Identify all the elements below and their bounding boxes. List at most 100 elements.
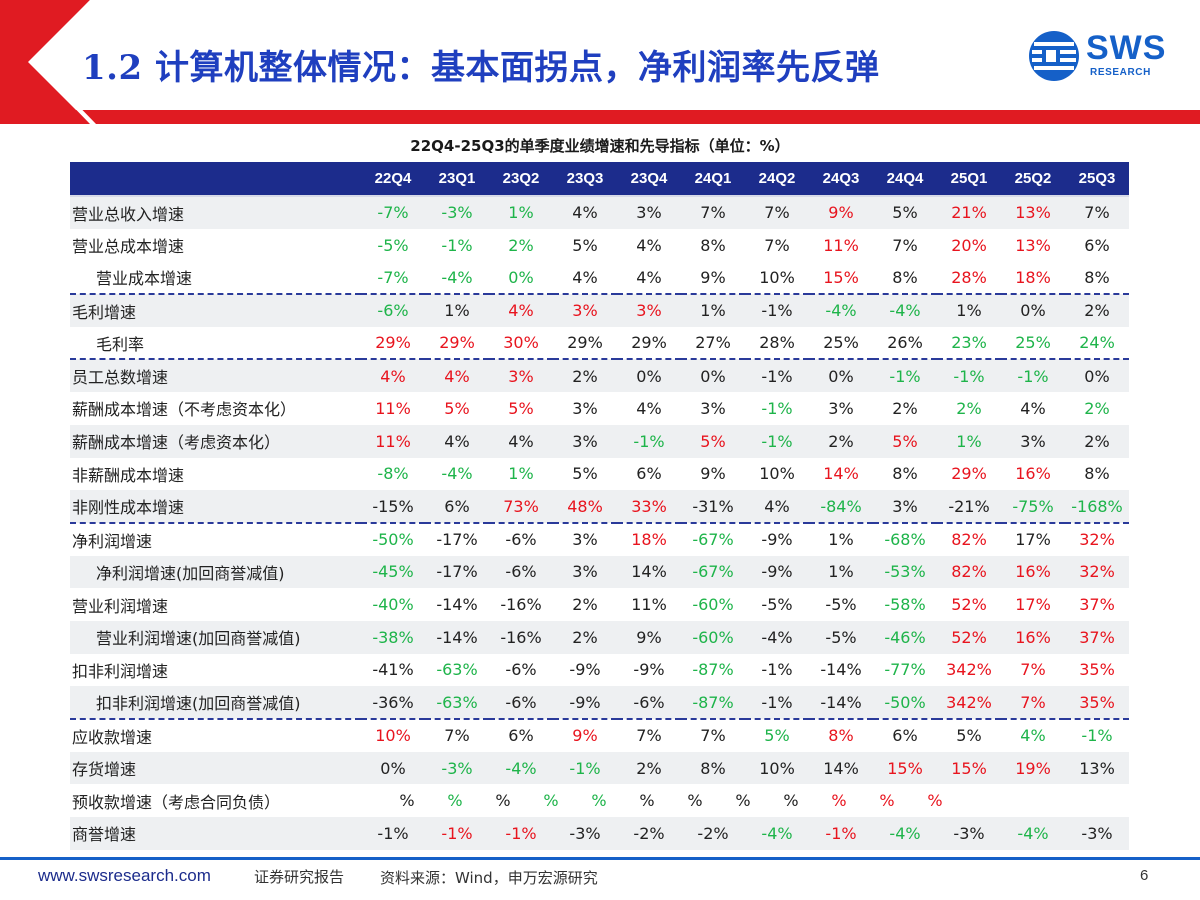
table-cell: -9% — [745, 555, 809, 589]
table-row: 预收款增速（考虑合同负债）%%%%%%%%%%%% — [70, 784, 1129, 817]
footer-report-label: 证券研究报告 — [254, 868, 345, 886]
row-label: 商誉增速 — [70, 817, 361, 850]
table-cell: 52% — [937, 620, 1001, 654]
table-cell: 4% — [1020, 726, 1046, 746]
table-cell: -4% — [873, 294, 937, 327]
table-cell: -16% — [489, 620, 553, 654]
table-cell: 8% — [828, 726, 854, 746]
table-cell: 8% — [892, 464, 918, 484]
table-cell: 2% — [508, 235, 534, 255]
table-cell: 0% — [1001, 294, 1065, 327]
page-number: 6 — [1140, 867, 1149, 884]
table-cell: -5% — [825, 595, 857, 615]
table-cell: -1% — [745, 359, 809, 393]
table-cell: 9% — [681, 261, 745, 296]
table-cell: 33% — [617, 490, 681, 524]
table-cell: 16% — [1001, 555, 1065, 589]
table-cell: 1% — [937, 424, 1001, 458]
table-cell: -67% — [681, 555, 745, 589]
table-cell: 6% — [636, 464, 662, 484]
table-cell: -36% — [361, 686, 425, 720]
table-cell: 20% — [951, 235, 987, 255]
table-cell: 9% — [809, 196, 873, 229]
table-cell: 5% — [873, 424, 937, 458]
table-cell: 35% — [1079, 660, 1115, 680]
table-cell: -5% — [809, 620, 873, 654]
table-cell: 3% — [553, 424, 617, 458]
table-cell: 4% — [636, 235, 662, 255]
table-cell: 5% — [508, 398, 534, 418]
table-cell: 3% — [700, 398, 726, 418]
table-cell: -87% — [692, 660, 734, 680]
table-cell: -4% — [441, 464, 473, 484]
table-cell: 14% — [809, 751, 873, 785]
table-cell: % — [735, 791, 751, 811]
table-cell: 8% — [700, 235, 726, 255]
table-row: 毛利率 29% 29% 30% 29% 29% 27% 28% 25% 26% 23% 25% 24% — [70, 326, 1129, 361]
table-cell: 25% — [809, 326, 873, 361]
table-cell: 29% — [951, 464, 987, 484]
table-cell: -1% — [489, 817, 553, 850]
table-row: 存货增速 0% -3% -4% -1% 2% 8% 10% 14% 15% 15% 19% 13% — [70, 751, 1129, 785]
table-cell: 82% — [951, 530, 987, 550]
table-title: 22Q4-25Q3的单季度业绩增速和先导指标（单位：%） — [410, 137, 790, 155]
table-cell: -7% — [361, 196, 425, 229]
table-cell: % — [543, 791, 559, 811]
table-cell: -1% — [761, 660, 793, 680]
table-cell: 27% — [681, 326, 745, 361]
table-cell: 7% — [700, 726, 726, 746]
table-cell: 18% — [1001, 261, 1065, 296]
table-cell: 11% — [631, 595, 667, 615]
table-cell: 10% — [759, 464, 795, 484]
table-cell: 6% — [1084, 235, 1110, 255]
table-cell: -2% — [617, 817, 681, 850]
table-cell: -1% — [937, 359, 1001, 393]
table-cell: 15% — [873, 751, 937, 785]
table-cell: -1% — [441, 235, 473, 255]
table-cell: 2% — [617, 751, 681, 785]
table-cell: 1% — [828, 530, 854, 550]
table-cell: 5% — [444, 398, 470, 418]
table-cell: -5% — [377, 235, 409, 255]
table-cell: 10% — [745, 751, 809, 785]
table-cell: -3% — [1065, 817, 1129, 850]
table-body: 营业总收入增速 -7% -3% 1% 4% 3% 7% 7% 9% 5% 21% 13% 7% 营业总成本… — [70, 196, 1129, 850]
table-cell: -58% — [884, 595, 926, 615]
table-header-row: 22Q4 23Q1 23Q2 23Q3 23Q4 24Q1 24Q2 24Q3 24Q4 25Q1… — [70, 162, 1129, 196]
table-cell: 7% — [1065, 196, 1129, 229]
row-label: 应收款增速 — [72, 727, 153, 747]
table-cell: 52% — [951, 595, 987, 615]
table-row: 毛利增速 -6% 1% 4% 3% 3% 1% -1% -4% -4% 1% 0% 2% — [70, 294, 1129, 327]
table-cell: 8% — [873, 261, 937, 296]
row-label: 非刚性成本增速 — [70, 490, 361, 524]
row-label: 营业总成本增速 — [72, 237, 185, 257]
table-cell: 3% — [617, 196, 681, 229]
table-cell: -4% — [425, 261, 489, 296]
table-cell: 3% — [489, 359, 553, 393]
footer-source: 资料来源：Wind，申万宏源研究 — [380, 869, 598, 887]
table-cell: 4% — [1020, 398, 1046, 418]
table-cell: -31% — [681, 490, 745, 524]
table-cell: % — [783, 791, 799, 811]
table-cell: 3% — [828, 398, 854, 418]
table-cell: 2% — [892, 398, 918, 418]
table-cell: 8% — [681, 751, 745, 785]
table-cell: 13% — [1001, 196, 1065, 229]
table-cell: -1% — [1081, 726, 1113, 746]
table-cell: 7% — [1001, 686, 1065, 720]
table-cell: -1% — [425, 817, 489, 850]
column-header: 24Q3 — [809, 162, 873, 196]
table-cell: 3% — [553, 294, 617, 327]
table-cell: 37% — [1079, 595, 1115, 615]
column-header: 22Q4 — [361, 162, 425, 196]
table-cell: 21% — [937, 196, 1001, 229]
table-cell: -77% — [884, 660, 926, 680]
table-cell: 0% — [617, 359, 681, 393]
table-cell: % — [495, 791, 511, 811]
table-cell: -3% — [425, 751, 489, 785]
table-cell: 0% — [809, 359, 873, 393]
table-cell: 15% — [809, 261, 873, 296]
table-cell: 15% — [937, 751, 1001, 785]
table-cell: -1% — [809, 817, 873, 850]
table-cell: 7% — [444, 726, 470, 746]
